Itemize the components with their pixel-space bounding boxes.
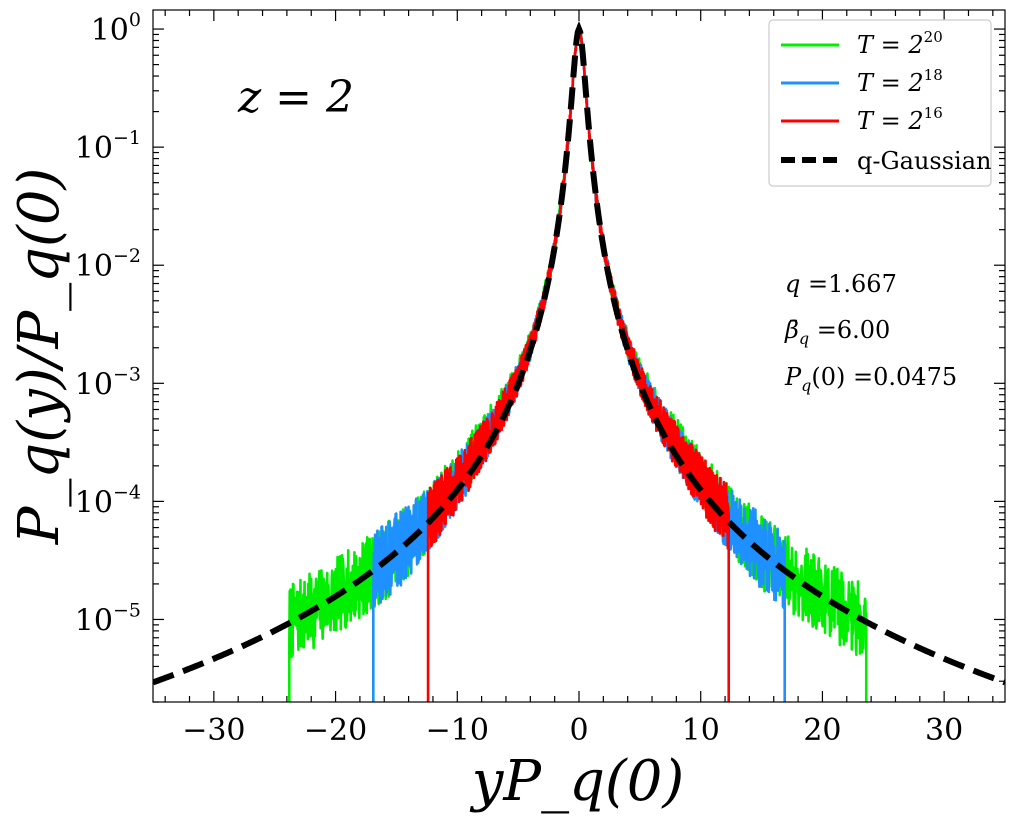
svg-text:T = 218: T = 218: [857, 66, 943, 97]
x-tick-label: −10: [426, 713, 489, 748]
beta-value: 6.00: [837, 316, 890, 344]
p0-value: 0.0475: [873, 363, 957, 391]
series-layer: [153, 21, 1005, 702]
ticks-layer: −30 −20 −10 0 10 20 30 100 10−1 10−2 10−3 10−4 10−5: [75, 9, 1005, 748]
legend-label-q-gaussian: q-Gaussian: [857, 147, 991, 175]
legend-label-t16: T = 2: [857, 107, 924, 135]
y-tick-label: 100: [91, 9, 141, 48]
x-axis-title: yP_q(0): [469, 749, 685, 814]
svg-text:T = 216: T = 216: [857, 104, 943, 135]
legend-box: [768, 19, 992, 187]
x-tick-label: −20: [304, 713, 367, 748]
svg-text:T = 220: T = 220: [857, 28, 943, 59]
q-value: 1.667: [828, 270, 897, 298]
x-tick-label: 10: [682, 713, 720, 748]
x-tick-label: 20: [803, 713, 841, 748]
legend-exp-t16: 16: [924, 104, 943, 122]
y-tick-label: 10−3: [75, 363, 141, 402]
parameter-annotations: q =1.667 β̄q =6.00 Pq(0) =0.0475: [784, 270, 957, 395]
x-tick-label: −30: [182, 713, 245, 748]
y-tick-label: 10−1: [75, 127, 141, 166]
legend: T = 220 T = 218 T = 216 q-Gaussian: [768, 19, 992, 187]
beta-annotation: β̄q =6.00: [784, 316, 890, 348]
legend-label-t18: T = 2: [857, 69, 924, 97]
y-tick-label: 10−5: [75, 599, 141, 638]
y-axis-title: P_q(y)/P_q(0): [7, 168, 72, 546]
plot-frame: [152, 9, 1006, 703]
legend-entry-t20: T = 220: [781, 28, 943, 59]
q-annotation: q =1.667: [785, 270, 897, 298]
x-tick-label: 30: [925, 713, 963, 748]
x-tick-label: 0: [569, 713, 588, 748]
y-tick-label: 10−2: [75, 245, 141, 284]
panel-annotation: z = 2: [237, 72, 354, 123]
y-tick-label: 10−4: [75, 481, 141, 520]
legend-exp-t20: 20: [924, 28, 943, 46]
legend-exp-t18: 18: [924, 66, 943, 84]
series-line-q-gaussian: [153, 21, 1005, 686]
legend-label-t20: T = 2: [857, 31, 924, 59]
legend-entry-q-gaussian: q-Gaussian: [781, 147, 991, 175]
p0-annotation: Pq(0) =0.0475: [784, 363, 957, 395]
legend-entry-t16: T = 216: [781, 104, 943, 135]
legend-entry-t18: T = 218: [781, 66, 943, 97]
